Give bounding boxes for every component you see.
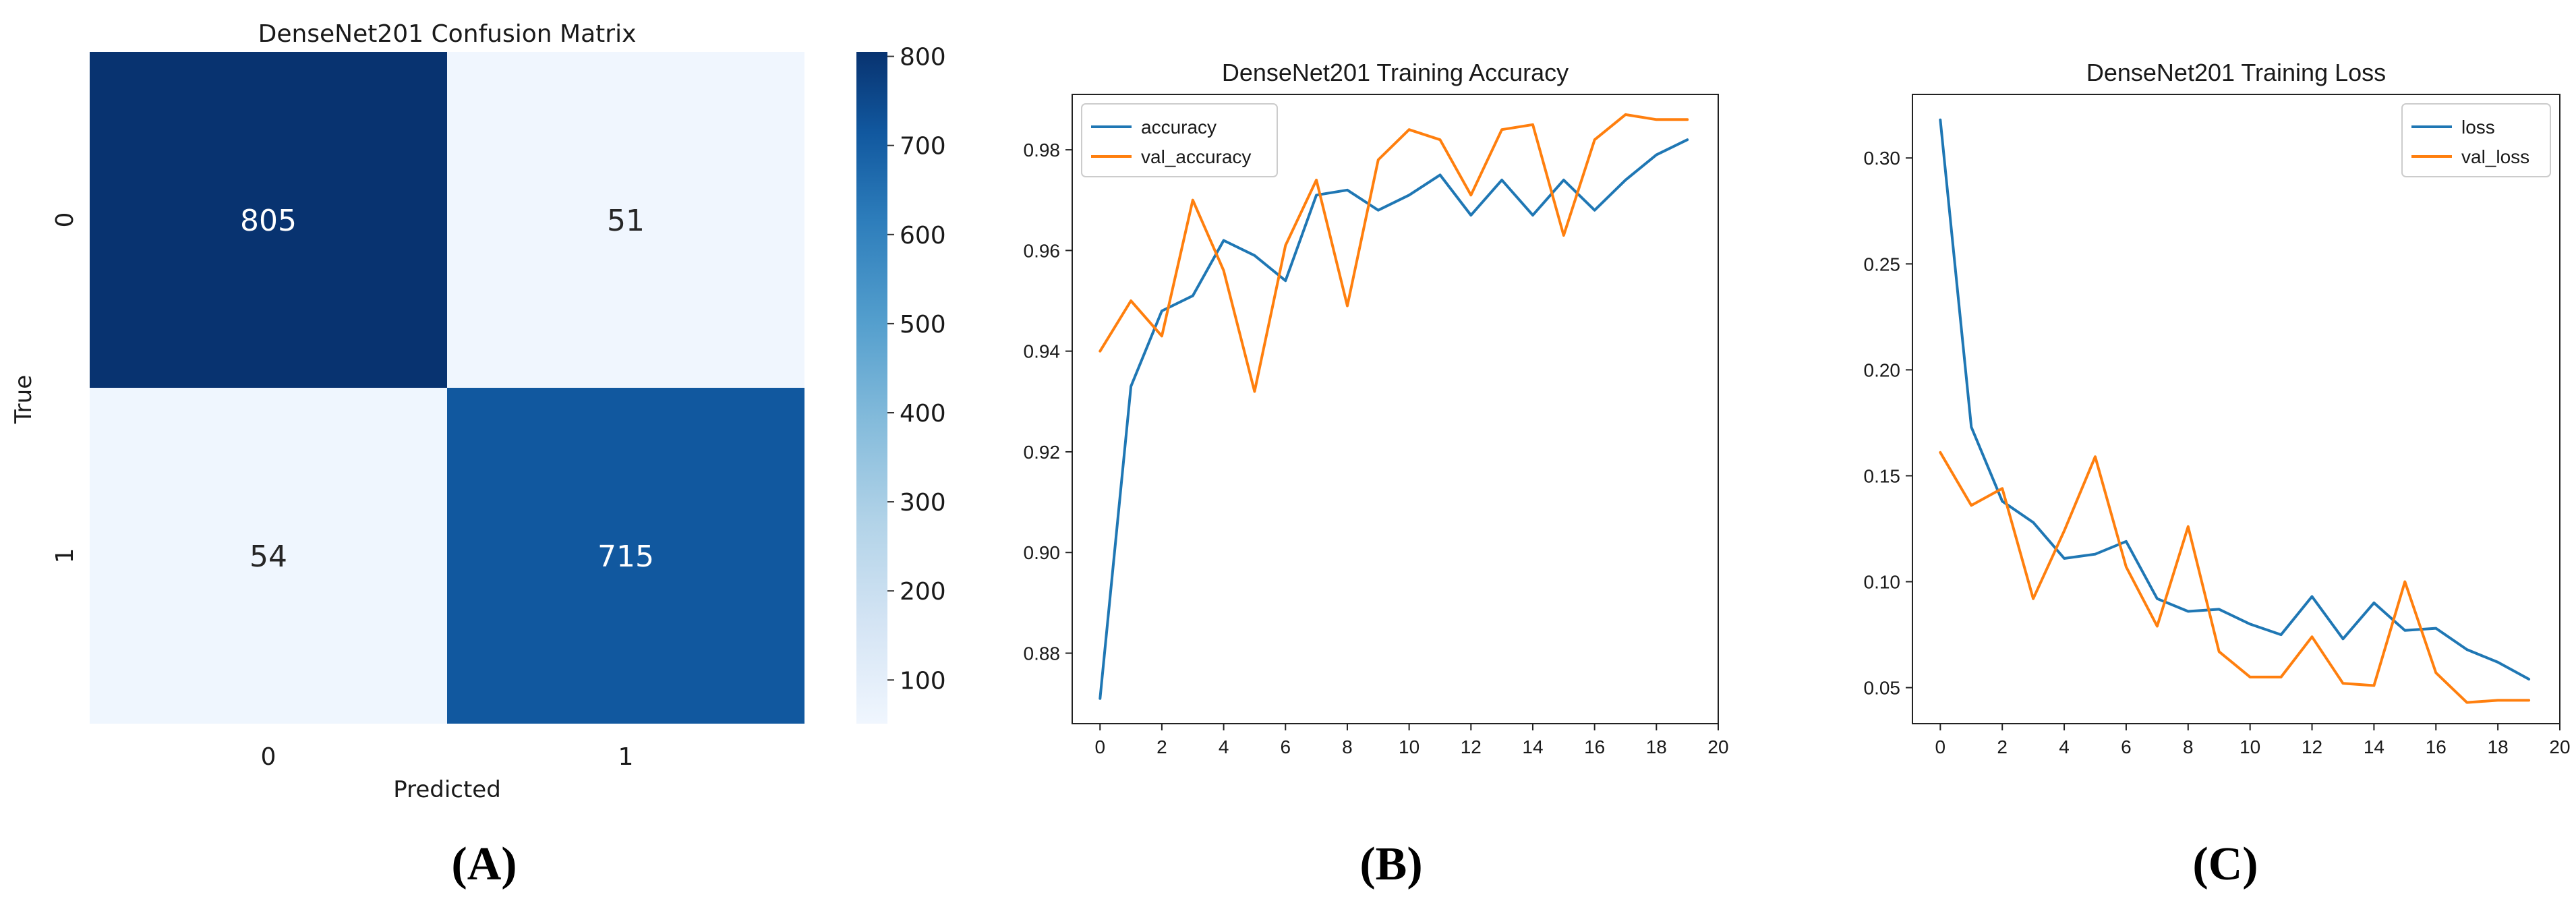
series-line-accuracy bbox=[1099, 138, 1689, 700]
x-tick-label: 12 bbox=[2302, 736, 2322, 757]
x-tick-label: 16 bbox=[1584, 736, 1605, 757]
y-tick-label: 0.88 bbox=[1024, 643, 1061, 664]
matrix-cell-value: 51 bbox=[607, 204, 645, 238]
legend-label: loss bbox=[2461, 117, 2495, 138]
x-tick-label: 8 bbox=[1342, 736, 1353, 757]
y-tick-label: 1 bbox=[51, 548, 79, 564]
x-tick-label: 18 bbox=[1646, 736, 1667, 757]
x-tick-label: 4 bbox=[2059, 736, 2070, 757]
x-tick-label: 0 bbox=[1094, 736, 1105, 757]
colorbar-tick-label: 700 bbox=[900, 133, 946, 161]
y-tick-label: 0.20 bbox=[1864, 359, 1901, 380]
x-tick-label: 4 bbox=[1219, 736, 1229, 757]
y-tick-label: 0.10 bbox=[1864, 572, 1901, 593]
confusion-matrix-title: DenseNet201 Confusion Matrix bbox=[258, 20, 637, 48]
x-tick-label: 18 bbox=[2488, 736, 2509, 757]
x-tick-label: 2 bbox=[1157, 736, 1167, 757]
legend-box bbox=[2401, 103, 2551, 177]
series-line-loss bbox=[1939, 118, 2531, 680]
y-tick-label: 0.92 bbox=[1024, 442, 1061, 463]
y-tick-label: 0.30 bbox=[1864, 148, 1901, 169]
colorbar-tick-label: 300 bbox=[900, 489, 946, 517]
y-tick-label: 0.25 bbox=[1864, 254, 1901, 274]
x-tick-label: 10 bbox=[1399, 736, 1419, 757]
confusion-matrix-ylabel: True bbox=[10, 375, 37, 424]
panel-label-a: (A) bbox=[451, 838, 517, 890]
legend-label: accuracy bbox=[1141, 117, 1217, 138]
x-tick-label: 1 bbox=[618, 743, 634, 771]
plot-frame bbox=[1072, 94, 1719, 724]
colorbar-tick-label: 100 bbox=[900, 667, 946, 695]
x-tick-label: 2 bbox=[1997, 736, 2008, 757]
y-tick-label: 0.94 bbox=[1024, 341, 1061, 362]
x-tick-label: 16 bbox=[2426, 736, 2447, 757]
y-tick-label: 0.90 bbox=[1024, 542, 1061, 563]
chart-title: DenseNet201 Training Accuracy bbox=[1222, 59, 1569, 86]
panel-label-c: (C) bbox=[2192, 838, 2258, 890]
confusion-matrix-labels: 0 1 0 1 bbox=[51, 212, 633, 771]
x-tick-label: 0 bbox=[261, 743, 276, 771]
x-tick-label: 12 bbox=[1461, 736, 1482, 757]
colorbar-tick-label: 200 bbox=[900, 578, 946, 606]
series-line-val_loss bbox=[1939, 451, 2531, 704]
x-tick-label: 20 bbox=[1707, 736, 1728, 757]
matrix-cell-1-0 bbox=[90, 388, 447, 724]
loss-chart-panel: DenseNet201 Training Loss 0 2 4 6 8 10 12 14 16 18… bbox=[1864, 59, 2571, 757]
x-tick-label: 6 bbox=[1280, 736, 1291, 757]
legend-box bbox=[1081, 103, 1278, 177]
colorbar-tick-label: 600 bbox=[900, 222, 946, 250]
matrix-cell-0-0 bbox=[90, 52, 447, 388]
y-tick-label: 0.96 bbox=[1024, 240, 1061, 261]
colorbar-ticks: 100 200 300 400 500 600 700 800 bbox=[887, 44, 946, 695]
accuracy-chart-panel: DenseNet201 Training Accuracy 0 2 4 6 8 10 12 14… bbox=[1024, 59, 1729, 757]
matrix-cell-value: 54 bbox=[250, 540, 287, 574]
x-tick-label: 0 bbox=[1935, 736, 1946, 757]
chart-title: DenseNet201 Training Loss bbox=[2086, 59, 2386, 86]
y-tick-label: 0.05 bbox=[1864, 678, 1901, 699]
y-tick-label: 0 bbox=[51, 212, 79, 228]
x-tick-label: 14 bbox=[2364, 736, 2384, 757]
matrix-cell-value: 715 bbox=[597, 540, 654, 574]
legend-label: val_loss bbox=[2461, 146, 2529, 167]
x-tick-label: 14 bbox=[1522, 736, 1543, 757]
colorbar bbox=[856, 52, 887, 724]
colorbar-tick-label: 400 bbox=[900, 400, 946, 428]
y-tick-label: 0.98 bbox=[1024, 140, 1061, 161]
x-tick-label: 10 bbox=[2240, 736, 2260, 757]
x-tick-label: 8 bbox=[2183, 736, 2194, 757]
colorbar-tick-label: 500 bbox=[900, 311, 946, 339]
x-tick-label: 20 bbox=[2549, 736, 2570, 757]
matrix-cell-value: 805 bbox=[240, 204, 297, 238]
matrix-cell-0-1 bbox=[447, 52, 804, 388]
plot-frame bbox=[1912, 94, 2560, 724]
matrix-cell-1-1 bbox=[447, 388, 804, 724]
legend-label: val_accuracy bbox=[1141, 146, 1251, 167]
x-tick-label: 6 bbox=[2121, 736, 2132, 757]
confusion-matrix-xlabel: Predicted bbox=[393, 776, 501, 803]
colorbar-tick-label: 800 bbox=[900, 44, 946, 71]
series-line-val_accuracy bbox=[1099, 113, 1689, 393]
y-tick-label: 0.15 bbox=[1864, 465, 1901, 486]
panel-label-b: (B) bbox=[1359, 838, 1422, 890]
confusion-matrix-cells: 805 51 54 715 bbox=[90, 52, 804, 724]
